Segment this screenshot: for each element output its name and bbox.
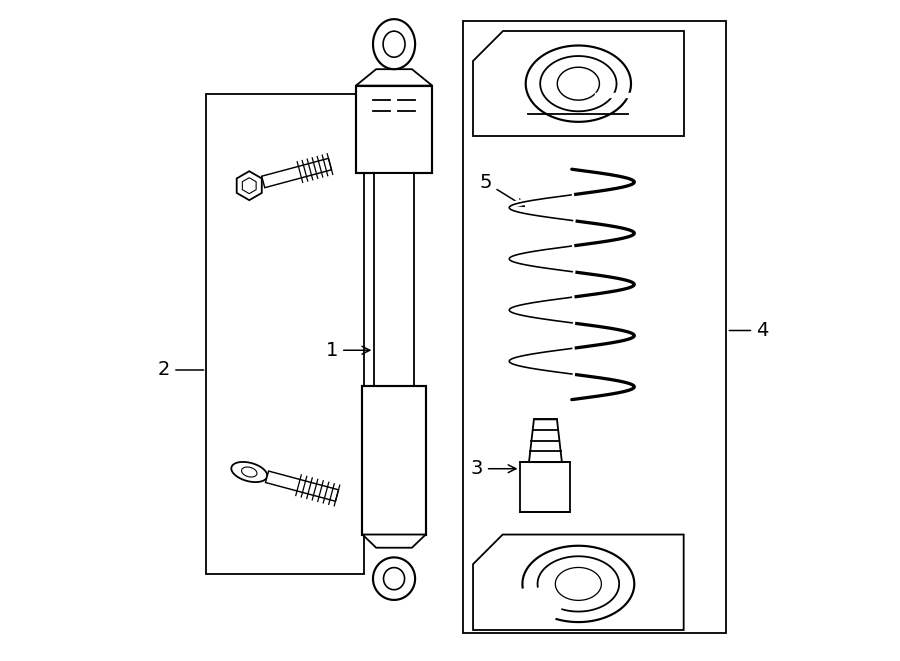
Polygon shape — [473, 535, 684, 630]
Polygon shape — [356, 69, 432, 86]
Polygon shape — [520, 462, 571, 512]
Bar — [206, 94, 364, 574]
Polygon shape — [363, 387, 426, 535]
Polygon shape — [473, 31, 684, 136]
Polygon shape — [373, 19, 415, 69]
Polygon shape — [262, 159, 331, 188]
Polygon shape — [237, 171, 262, 200]
Text: 1: 1 — [326, 341, 370, 360]
Polygon shape — [537, 557, 619, 611]
Polygon shape — [526, 46, 631, 122]
Polygon shape — [266, 471, 338, 501]
Text: 5: 5 — [480, 173, 524, 206]
Text: 4: 4 — [729, 321, 769, 340]
Polygon shape — [231, 462, 267, 482]
Text: 3: 3 — [471, 459, 516, 478]
Polygon shape — [383, 31, 405, 58]
Polygon shape — [522, 546, 634, 622]
Text: 2: 2 — [158, 360, 203, 379]
Polygon shape — [374, 173, 414, 387]
Polygon shape — [383, 568, 405, 590]
Polygon shape — [540, 56, 617, 111]
Polygon shape — [373, 557, 415, 600]
Polygon shape — [557, 67, 599, 100]
Polygon shape — [242, 178, 256, 194]
Polygon shape — [363, 535, 426, 548]
Polygon shape — [241, 467, 257, 477]
Bar — [464, 21, 726, 633]
Polygon shape — [555, 567, 601, 600]
Polygon shape — [529, 419, 562, 462]
Polygon shape — [356, 86, 432, 173]
